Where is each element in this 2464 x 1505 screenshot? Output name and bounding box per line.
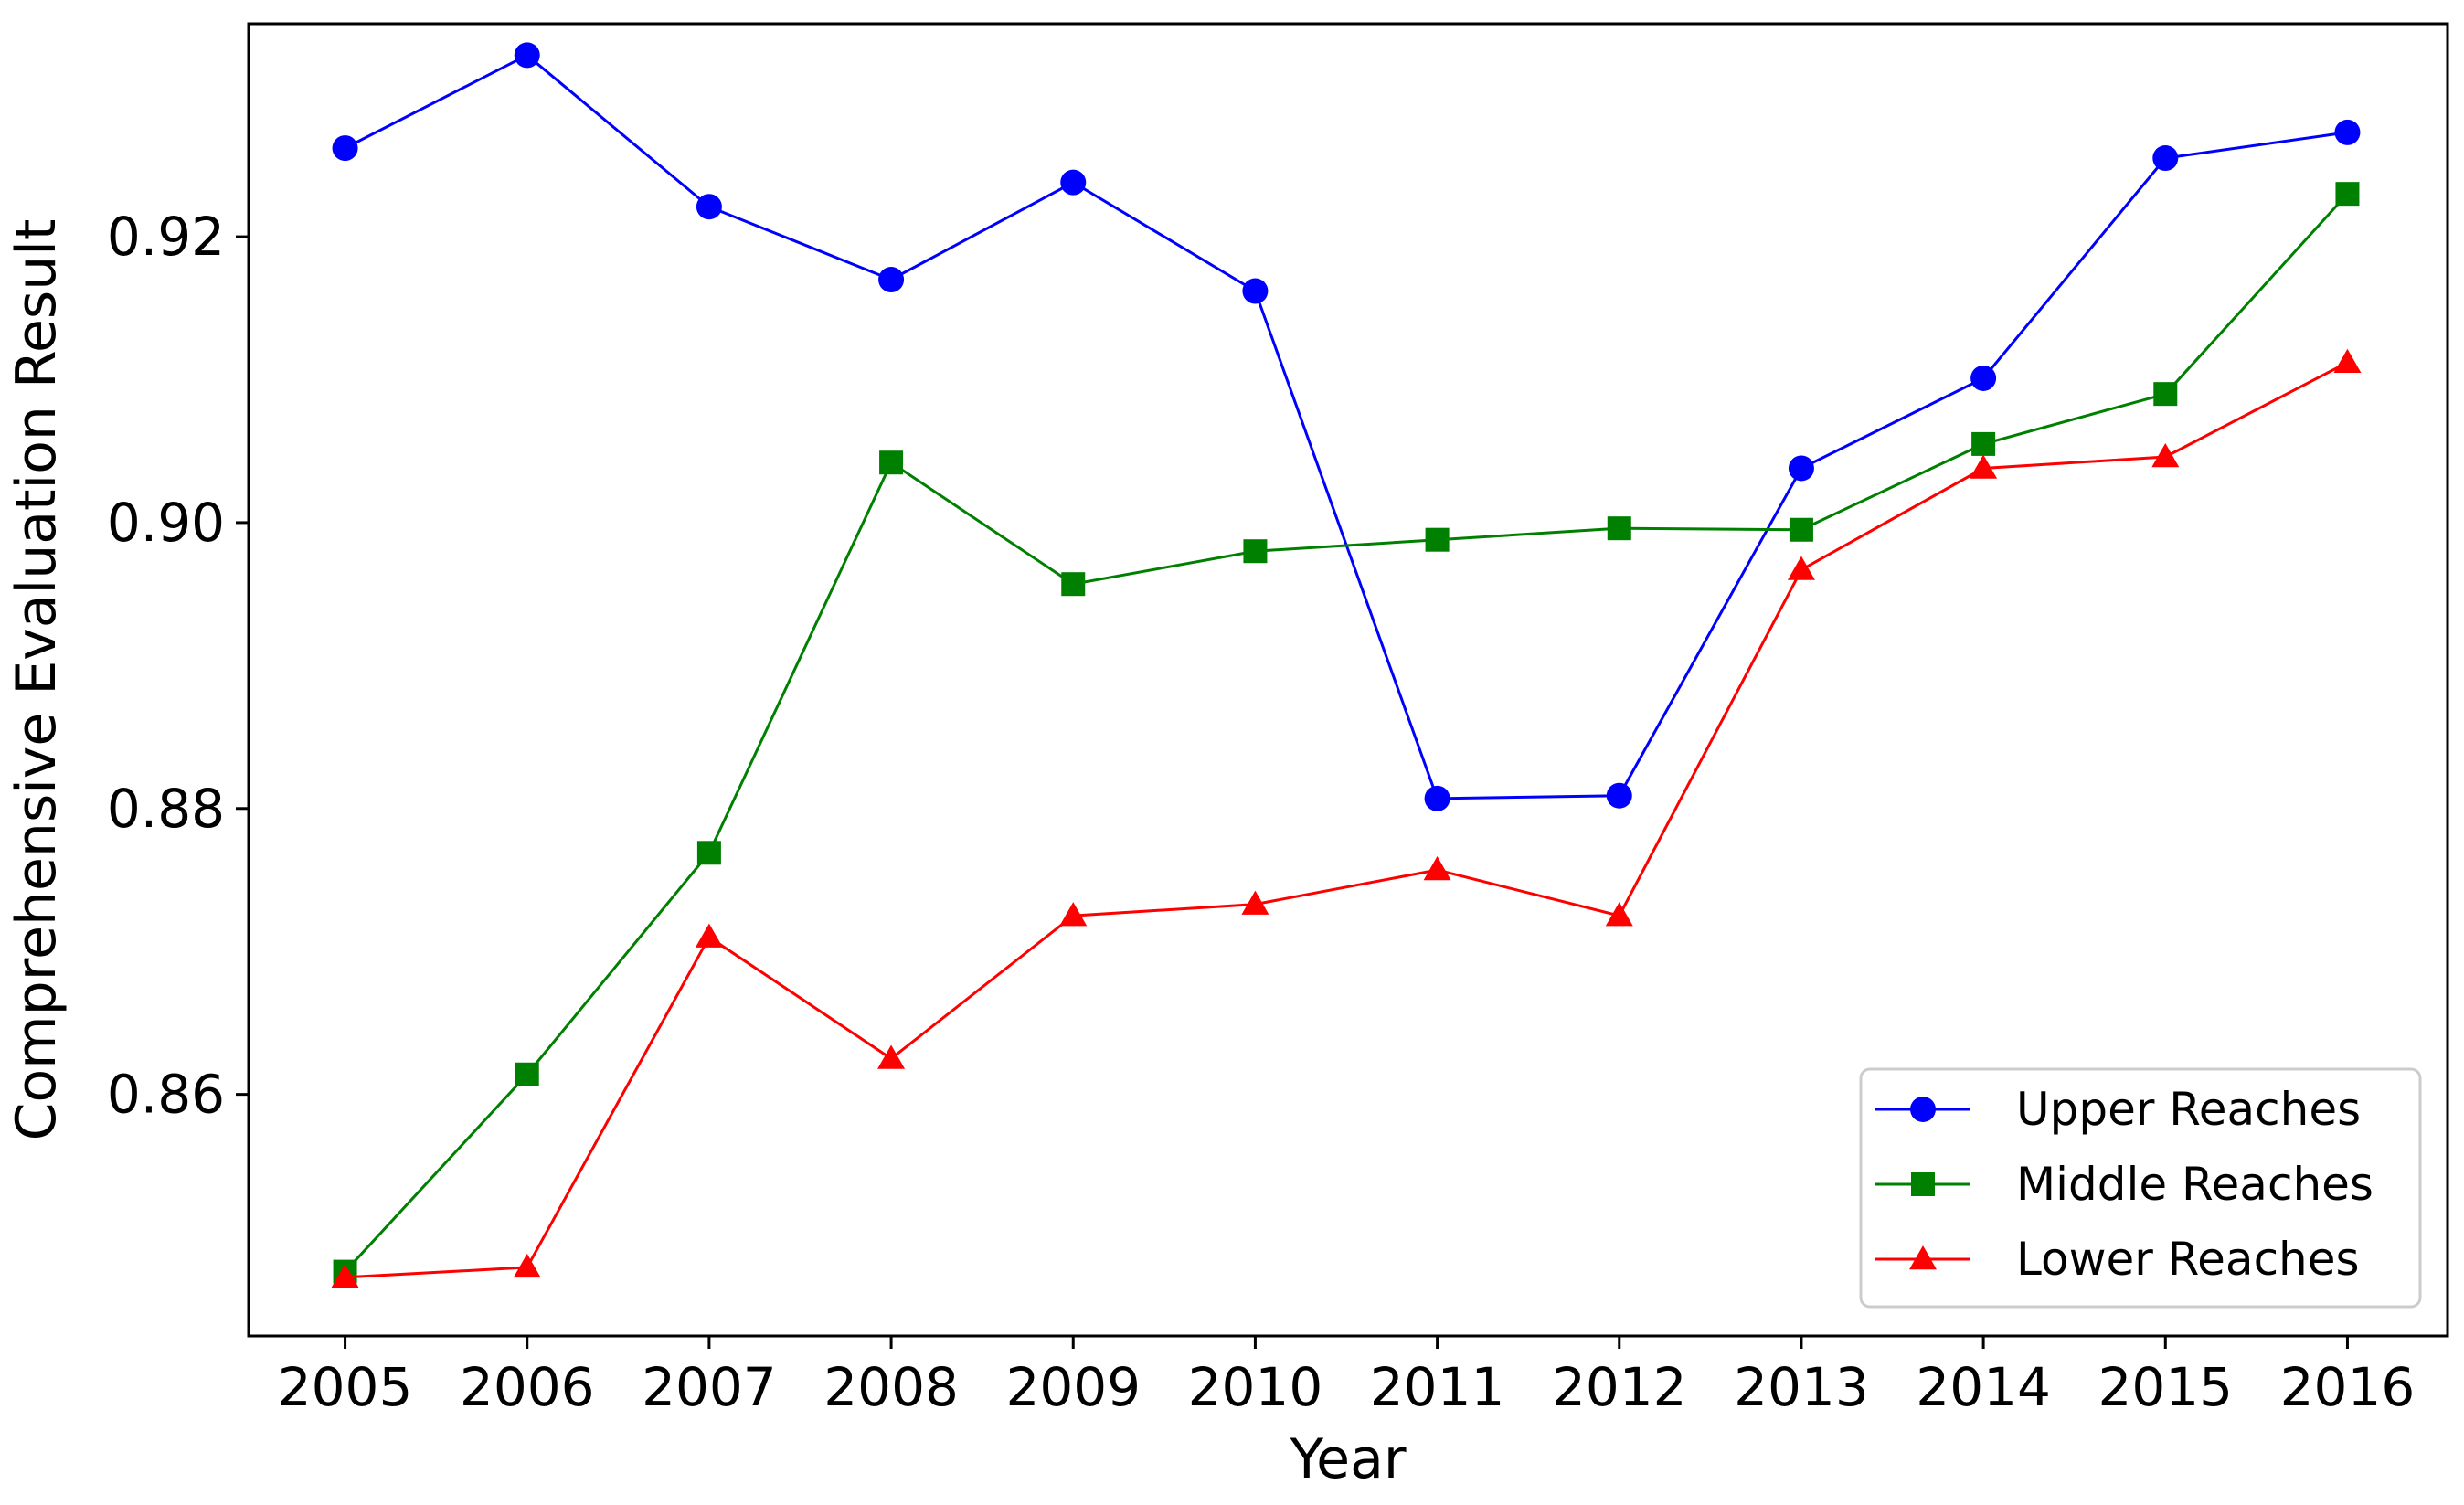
data-point-middle-reaches	[1971, 431, 1996, 456]
data-point-lower-reaches	[513, 1253, 541, 1278]
y-tick-label: 0.92	[107, 206, 225, 268]
legend-box	[1859, 1067, 2422, 1309]
data-point-upper-reaches	[332, 135, 358, 162]
series-layer	[331, 42, 2362, 1288]
y-tick-label: 0.86	[107, 1064, 225, 1126]
x-tick-label: 2013	[1734, 1356, 1869, 1418]
data-point-lower-reaches	[1970, 454, 1998, 479]
x-tick-label: 2012	[1552, 1356, 1687, 1418]
data-point-middle-reaches	[2153, 382, 2178, 407]
y-axis-title: Comprehensive Evaluation Result	[5, 219, 69, 1141]
legend-entry-middle-reaches: Middle Reaches	[1875, 1158, 2374, 1211]
data-point-lower-reaches	[1605, 902, 1633, 927]
data-point-middle-reaches	[1061, 572, 1086, 597]
data-point-lower-reaches	[1423, 856, 1451, 881]
data-point-upper-reaches	[514, 42, 540, 69]
x-tick-label: 2008	[823, 1356, 959, 1418]
x-tick-label: 2015	[2098, 1356, 2233, 1418]
data-point-lower-reaches	[2151, 442, 2180, 468]
legend-label: Middle Reaches	[2016, 1158, 2374, 1211]
x-axis-title: Year	[1289, 1427, 1406, 1491]
data-point-upper-reaches	[1970, 365, 1997, 391]
legend-label: Upper Reaches	[2016, 1083, 2361, 1136]
data-point-upper-reaches	[1788, 455, 1814, 482]
series-middle-reaches	[333, 182, 2360, 1284]
legend-label: Lower Reaches	[2016, 1233, 2360, 1286]
x-tick-label: 2010	[1188, 1356, 1323, 1418]
x-tick-label: 2016	[2280, 1356, 2416, 1418]
data-point-lower-reaches	[877, 1044, 906, 1069]
x-tick-label: 2005	[278, 1356, 413, 1418]
y-tick-label: 0.88	[107, 778, 225, 840]
legend-marker	[1910, 1097, 1936, 1122]
series-lower-reaches	[331, 348, 2362, 1288]
x-tick-label: 2009	[1005, 1356, 1141, 1418]
data-point-middle-reaches	[1607, 516, 1631, 541]
data-point-lower-reaches	[2333, 348, 2362, 373]
series-line-middle-reaches	[344, 193, 2349, 1273]
data-point-lower-reaches	[331, 1263, 359, 1288]
data-point-upper-reaches	[1060, 169, 1087, 196]
data-point-middle-reaches	[879, 450, 904, 475]
x-tick-label: 2014	[1916, 1356, 2051, 1418]
legend-entry-upper-reaches: Upper Reaches	[1875, 1083, 2361, 1136]
data-point-lower-reaches	[695, 923, 723, 948]
data-point-upper-reaches	[1424, 785, 1450, 811]
data-point-upper-reaches	[2334, 119, 2361, 145]
legend-marker	[1909, 1245, 1937, 1270]
data-point-middle-reaches	[2335, 182, 2360, 207]
x-tick-label: 2011	[1370, 1356, 1505, 1418]
x-axis: 2005 2006 2007 2008 2009 2010 2011 2012 2013 2014…	[278, 1336, 2416, 1418]
legend: Upper Reaches Middle Reaches Lower Reaches	[1859, 1067, 2422, 1309]
data-point-upper-reaches	[1242, 278, 1269, 304]
data-point-middle-reaches	[1789, 517, 1813, 542]
data-point-lower-reaches	[1787, 556, 1815, 580]
data-point-middle-reaches	[696, 841, 721, 865]
legend-entry-lower-reaches: Lower Reaches	[1875, 1233, 2360, 1286]
data-point-lower-reaches	[1241, 890, 1269, 915]
data-point-upper-reaches	[1606, 782, 1632, 809]
data-point-lower-reaches	[1059, 902, 1088, 927]
legend-marker	[1911, 1172, 1935, 1196]
data-point-middle-reaches	[1243, 539, 1268, 564]
data-point-middle-reaches	[1425, 527, 1450, 552]
data-point-upper-reaches	[878, 267, 905, 293]
series-upper-reaches	[332, 42, 2361, 811]
series-line-lower-reaches	[345, 361, 2349, 1279]
data-point-middle-reaches	[515, 1062, 539, 1086]
y-axis: 0.86 0.88 0.90 0.92	[107, 206, 249, 1126]
data-point-upper-reaches	[2152, 145, 2179, 172]
x-tick-label: 2007	[642, 1356, 777, 1418]
data-point-upper-reaches	[696, 194, 722, 220]
y-tick-label: 0.90	[107, 492, 225, 554]
x-tick-label: 2006	[460, 1356, 595, 1418]
